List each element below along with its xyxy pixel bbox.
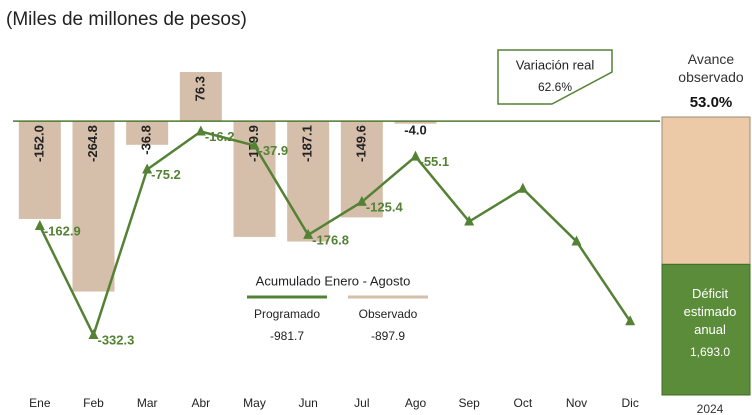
line-label: -125.4 — [366, 199, 404, 214]
line-marker — [625, 315, 636, 326]
annotation-value: 62.6% — [538, 80, 572, 94]
line — [38, 130, 632, 339]
annual-total: 1,693.0 — [689, 345, 731, 359]
x-tick-label: Nov — [566, 396, 587, 410]
line-label: -176.8 — [312, 232, 349, 247]
line-label: -16.2 — [205, 129, 235, 144]
x-tick-label: Sep — [458, 396, 480, 410]
legend-total: -981.7 — [270, 329, 304, 343]
bar-label: -264.8 — [85, 125, 100, 162]
x-tick-label: Abr — [191, 396, 210, 410]
line-marker — [464, 215, 475, 226]
annual-heading: Avance observado — [678, 51, 744, 85]
bar-label: -149.6 — [353, 125, 368, 162]
annotation-box — [497, 49, 613, 105]
line-marker — [410, 150, 421, 161]
line-label: -37.9 — [259, 143, 289, 158]
legend-label: Programado — [254, 307, 320, 321]
bar — [179, 72, 222, 122]
annual-total-heading: Déficit estimado anual — [683, 286, 737, 337]
annual-year: 2024 — [696, 402, 724, 415]
bar — [126, 121, 169, 145]
x-tick-label: Jun — [298, 396, 317, 410]
x-tick-label: Feb — [83, 396, 104, 410]
bar — [394, 121, 437, 124]
chart-title: (Miles de millones de pesos) — [6, 9, 247, 30]
bar-label: -187.1 — [300, 125, 315, 162]
line-label: -162.9 — [44, 223, 81, 238]
x-tick-label: Jul — [354, 396, 369, 410]
annual-progress: 53.0% — [689, 94, 733, 111]
annual-remaining — [661, 263, 751, 396]
legend-label: Observado — [359, 307, 418, 321]
legend-total: -897.9 — [371, 329, 405, 343]
x-tick-label: Dic — [621, 396, 638, 410]
line-marker — [303, 228, 314, 239]
bar — [287, 121, 330, 242]
line-label: -55.1 — [420, 154, 450, 169]
line-marker — [356, 195, 367, 206]
x-tick-label: Ene — [29, 396, 51, 410]
bar-label: -152.0 — [31, 125, 46, 162]
line-label: -75.2 — [151, 167, 181, 182]
line-label: -332.3 — [98, 332, 135, 347]
x-tick-label: Ago — [405, 396, 427, 410]
line-marker — [195, 125, 206, 136]
line-marker — [571, 235, 582, 246]
x-tick-label: Oct — [513, 396, 532, 410]
bar — [18, 121, 61, 219]
x-tick-label: May — [243, 396, 266, 410]
annotation-title: Variación real — [516, 57, 595, 72]
x-tick-label: Mar — [137, 396, 158, 410]
bar — [72, 121, 115, 292]
annual-progress — [661, 116, 751, 265]
summary-title: Acumulado Enero - Agosto — [256, 273, 411, 288]
bar-label: 76.3 — [192, 76, 207, 101]
bar-label: -4.0 — [404, 123, 426, 138]
line-marker — [34, 219, 45, 230]
line-marker — [88, 329, 99, 339]
line-marker — [142, 163, 153, 174]
line-marker — [249, 139, 260, 150]
bar-label: -36.8 — [139, 125, 154, 155]
line-marker — [517, 182, 528, 193]
